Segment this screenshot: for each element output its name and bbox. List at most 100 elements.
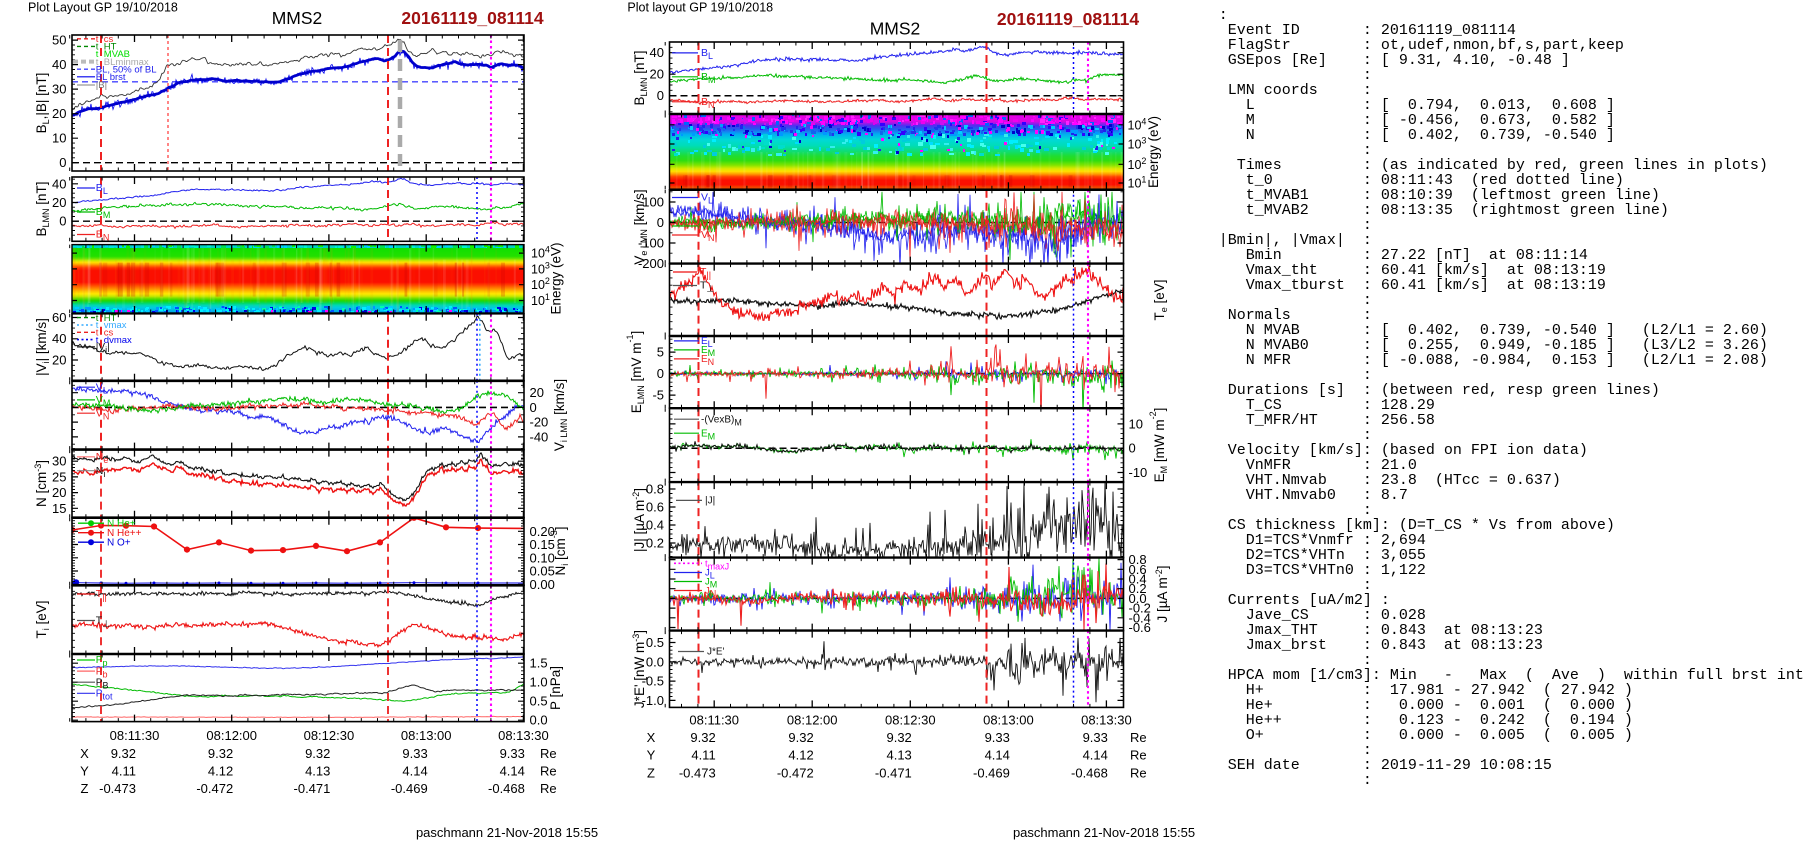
- svg-text:MVAB: MVAB: [104, 49, 130, 60]
- svg-text:Te [eV]: Te [eV]: [1152, 279, 1169, 320]
- svg-text:-0.469: -0.469: [391, 781, 428, 796]
- svg-text:-100: -100: [638, 236, 664, 251]
- svg-text:Re: Re: [1130, 730, 1147, 745]
- svg-text:9.32: 9.32: [886, 730, 911, 745]
- svg-text:Energy (eV): Energy (eV): [549, 242, 564, 314]
- svg-text:40: 40: [52, 57, 66, 72]
- svg-text:paschmann 21-Nov-2018 15:55: paschmann 21-Nov-2018 15:55: [1013, 825, 1195, 840]
- svg-text:0.2: 0.2: [1129, 581, 1147, 596]
- svg-text:EM [mW m-2]: EM [mW m-2]: [1148, 408, 1169, 483]
- svg-text:4.14: 4.14: [402, 764, 427, 779]
- svg-text:-0.468: -0.468: [1071, 765, 1108, 780]
- svg-text:0.00: 0.00: [530, 577, 555, 592]
- svg-text:15: 15: [52, 501, 66, 516]
- svg-text:08:12:00: 08:12:00: [206, 728, 257, 743]
- svg-text:4.12: 4.12: [208, 764, 233, 779]
- svg-text:T⊥: T⊥: [700, 280, 714, 294]
- svg-text:9.32: 9.32: [208, 746, 233, 761]
- svg-text:EM: EM: [701, 428, 715, 441]
- svg-text:Ni: Ni: [96, 465, 106, 479]
- svg-text:t: t: [96, 335, 99, 346]
- svg-text:VM: VM: [701, 220, 716, 234]
- svg-text:4.14: 4.14: [1083, 748, 1108, 763]
- svg-text:EN: EN: [701, 354, 714, 367]
- svg-text:40: 40: [52, 176, 66, 191]
- svg-text:BN: BN: [701, 96, 715, 110]
- svg-text:-200: -200: [638, 256, 664, 271]
- svg-text:P [nPa]: P [nPa]: [548, 666, 563, 710]
- svg-text:MMS2: MMS2: [870, 19, 921, 39]
- svg-text:0: 0: [657, 366, 664, 381]
- svg-text:08:12:30: 08:12:30: [304, 728, 355, 743]
- svg-text:4.11: 4.11: [112, 764, 136, 779]
- svg-text:-(VexB)M: -(VexB)M: [701, 414, 742, 427]
- svg-text:0: 0: [59, 155, 66, 170]
- svg-text:N O+: N O+: [107, 537, 131, 548]
- svg-text:Re: Re: [540, 781, 557, 796]
- svg-text:cs: cs: [104, 328, 114, 339]
- svg-text:-1.0: -1.0: [642, 693, 664, 708]
- svg-text:-0.4: -0.4: [1129, 610, 1151, 625]
- svg-text:VM: VM: [96, 394, 111, 408]
- svg-text:9.32: 9.32: [788, 730, 813, 745]
- svg-text:JM: JM: [705, 577, 717, 590]
- svg-text:Y: Y: [80, 764, 89, 779]
- svg-text:0: 0: [657, 215, 664, 230]
- svg-text:0.8: 0.8: [646, 482, 664, 497]
- svg-text:100: 100: [642, 195, 664, 210]
- svg-text:Ne: Ne: [96, 451, 109, 465]
- svg-text:4.14: 4.14: [985, 748, 1010, 763]
- svg-text:T⊥: T⊥: [96, 615, 110, 629]
- svg-text:VN: VN: [701, 229, 715, 243]
- svg-text:|Vi|: |Vi|: [96, 342, 110, 355]
- svg-text:0.05: 0.05: [530, 564, 555, 579]
- svg-text:|Vi| [km/s]: |Vi| [km/s]: [34, 318, 51, 376]
- svg-text:9.32: 9.32: [690, 730, 715, 745]
- svg-text:JN: JN: [705, 586, 716, 599]
- svg-text:-0.472: -0.472: [196, 781, 233, 796]
- svg-text:08:13:00: 08:13:00: [401, 728, 452, 743]
- svg-text:0.0: 0.0: [646, 654, 664, 669]
- svg-text:20161119_081114: 20161119_081114: [997, 9, 1139, 29]
- svg-text:4.11: 4.11: [691, 748, 715, 763]
- svg-text:T||: T||: [700, 266, 711, 280]
- svg-text:60: 60: [52, 310, 66, 325]
- svg-text:J*E' [nW m-3]: J*E' [nW m-3]: [631, 630, 647, 708]
- svg-text:-20: -20: [530, 415, 549, 430]
- svg-text:0.0: 0.0: [1129, 591, 1147, 606]
- svg-text:0.10: 0.10: [530, 550, 555, 565]
- svg-text:08:13:30: 08:13:30: [1081, 713, 1132, 728]
- svg-text:08:11:30: 08:11:30: [689, 713, 739, 728]
- svg-text:4.12: 4.12: [788, 748, 813, 763]
- svg-text:dvmax: dvmax: [104, 335, 132, 346]
- svg-text:-0.473: -0.473: [679, 765, 716, 780]
- svg-text:t: t: [96, 320, 99, 331]
- svg-text:X: X: [647, 730, 656, 745]
- svg-text:-10: -10: [1129, 465, 1148, 480]
- svg-text:1.5: 1.5: [530, 656, 548, 671]
- svg-text:0.20: 0.20: [530, 524, 555, 539]
- svg-text:|J| [µA m-2]: |J| [µA m-2]: [631, 488, 647, 552]
- svg-text:J [µA m-2]: J [µA m-2]: [1154, 565, 1170, 622]
- svg-text:N He++: N He++: [107, 528, 142, 539]
- svg-text:0: 0: [657, 88, 664, 103]
- svg-text:BLMN [nT]: BLMN [nT]: [632, 50, 649, 105]
- svg-text:0.5: 0.5: [530, 694, 548, 709]
- svg-text:HT: HT: [104, 313, 117, 324]
- svg-text:1.0: 1.0: [530, 675, 548, 690]
- svg-text:-40: -40: [530, 429, 549, 444]
- svg-text:Ni [cm-3]: Ni [cm-3]: [549, 526, 570, 575]
- svg-text:20: 20: [52, 485, 66, 500]
- svg-text:Pb: Pb: [96, 666, 108, 679]
- svg-text:BLminmax: BLminmax: [104, 57, 149, 68]
- svg-text:0.15: 0.15: [530, 537, 555, 552]
- svg-text:J*E': J*E': [707, 647, 725, 658]
- svg-text:N He+: N He+: [107, 518, 136, 529]
- svg-text:0: 0: [1129, 441, 1136, 456]
- svg-text:20: 20: [52, 195, 66, 210]
- svg-text:0.6: 0.6: [646, 500, 664, 515]
- svg-text:Re: Re: [540, 746, 557, 761]
- svg-text:10: 10: [1129, 416, 1143, 431]
- svg-text:9.33: 9.33: [402, 746, 427, 761]
- svg-text:-0.471: -0.471: [294, 781, 331, 796]
